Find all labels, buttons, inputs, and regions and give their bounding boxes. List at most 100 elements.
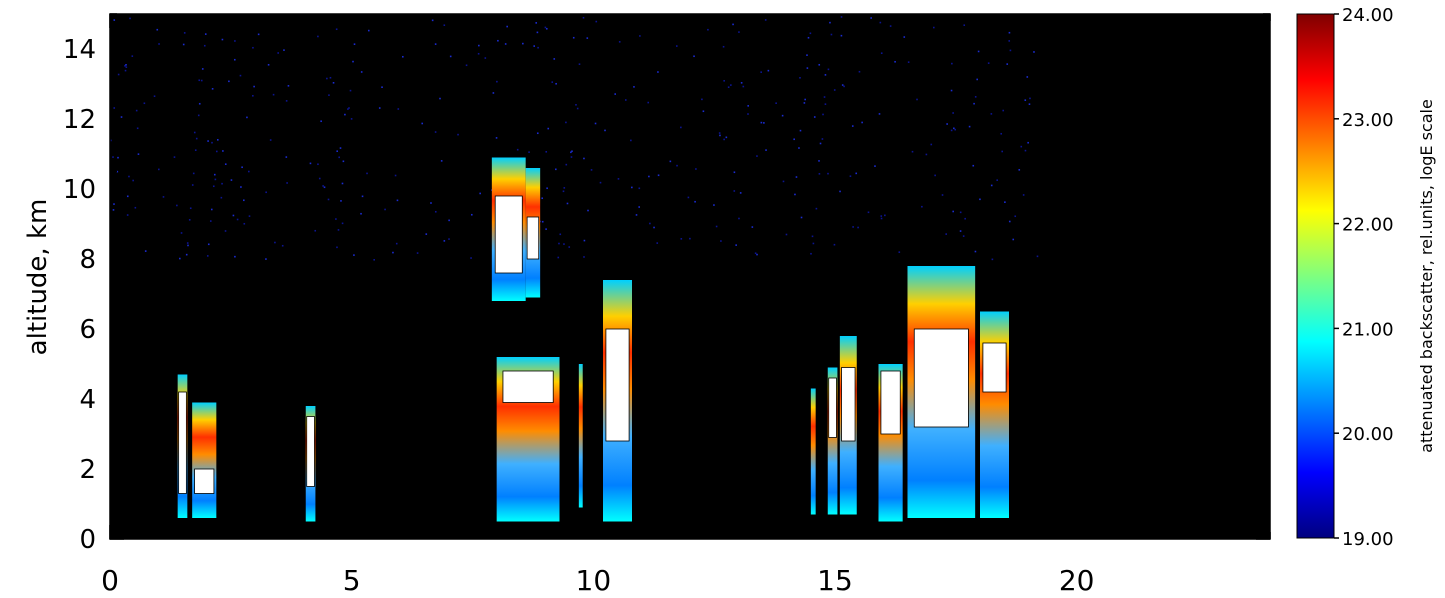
saturated-core <box>526 216 540 260</box>
noise-point <box>555 82 557 85</box>
noise-point <box>1024 99 1027 101</box>
colorbar <box>1296 13 1335 539</box>
noise-point <box>173 156 176 158</box>
noise-point <box>180 232 183 234</box>
noise-point <box>754 252 757 255</box>
noise-point <box>339 147 342 149</box>
noise-point <box>675 45 678 47</box>
noise-point <box>599 181 602 184</box>
noise-point <box>925 153 928 156</box>
noise-point <box>880 52 883 55</box>
noise-point <box>448 219 450 222</box>
noise-point <box>968 125 971 128</box>
noise-point <box>281 244 284 247</box>
noise-point <box>318 177 321 180</box>
noise-point <box>648 175 650 178</box>
noise-point <box>252 94 254 97</box>
noise-point <box>1022 194 1025 196</box>
noise-point <box>730 84 732 86</box>
noise-point <box>867 211 870 214</box>
noise-point <box>781 114 784 117</box>
noise-point <box>274 241 276 244</box>
noise-point <box>341 222 344 225</box>
cloud-layer <box>177 157 1009 522</box>
noise-point <box>680 126 682 129</box>
noise-point <box>568 246 571 248</box>
noise-point <box>719 134 721 137</box>
noise-point <box>979 198 981 201</box>
noise-point <box>733 190 736 192</box>
noise-point <box>431 19 434 22</box>
noise-point <box>230 179 233 181</box>
noise-point <box>117 73 120 76</box>
noise-point <box>617 178 620 180</box>
noise-point <box>128 175 130 178</box>
noise-point <box>827 172 829 175</box>
noise-point <box>879 21 882 24</box>
noise-point <box>162 196 165 198</box>
noise-point <box>707 28 709 31</box>
noise-point <box>959 211 962 214</box>
noise-point <box>211 141 213 144</box>
noise-point <box>930 143 933 146</box>
noise-point <box>113 19 116 21</box>
noise-point <box>541 197 544 200</box>
noise-point <box>233 58 236 61</box>
noise-point <box>889 25 892 27</box>
noise-point <box>212 185 215 188</box>
noise-point <box>689 237 691 240</box>
noise-point <box>656 242 659 244</box>
noise-point <box>582 16 585 19</box>
noise-point <box>248 215 251 217</box>
noise-point <box>974 96 977 98</box>
noise-point <box>211 88 214 90</box>
noise-point <box>701 98 703 101</box>
noise-point <box>125 64 127 66</box>
noise-point <box>131 55 134 57</box>
noise-point <box>657 71 659 73</box>
noise-point <box>565 163 568 166</box>
noise-point <box>434 210 437 213</box>
noise-point <box>220 196 223 199</box>
noise-point <box>397 108 400 110</box>
noise-point <box>353 254 355 256</box>
colorbar-tick-label: 21.00 <box>1342 319 1394 340</box>
noise-point <box>179 257 181 260</box>
noise-point <box>962 235 965 237</box>
noise-point <box>806 67 809 69</box>
noise-point <box>849 175 852 178</box>
noise-point <box>528 151 530 153</box>
noise-point <box>907 61 910 63</box>
noise-point <box>252 46 254 49</box>
noise-point <box>394 174 397 177</box>
noise-point <box>116 170 119 173</box>
noise-point <box>809 32 812 35</box>
saturated-core <box>982 342 1007 393</box>
noise-point <box>572 36 575 39</box>
y-tick-label: 8 <box>79 245 96 275</box>
noise-point <box>559 233 562 236</box>
noise-point <box>824 74 827 76</box>
noise-point <box>287 85 290 87</box>
noise-point <box>221 38 224 41</box>
noise-point <box>669 160 672 163</box>
noise-point <box>799 129 802 132</box>
noise-point <box>378 107 381 109</box>
noise-point <box>747 113 749 115</box>
noise-point <box>878 113 881 115</box>
noise-point <box>209 220 212 222</box>
noise-point <box>381 86 383 89</box>
noise-point <box>604 129 606 132</box>
noise-point <box>126 195 129 198</box>
noise-point <box>478 44 480 47</box>
noise-point <box>702 110 705 113</box>
noise-point <box>125 66 128 68</box>
noise-point <box>996 179 999 181</box>
y-tick-label: 10 <box>63 175 96 205</box>
noise-point <box>267 63 270 66</box>
noise-point <box>974 250 977 253</box>
y-tick-label: 14 <box>63 35 96 65</box>
noise-point <box>477 52 480 55</box>
noise-point <box>557 256 560 259</box>
